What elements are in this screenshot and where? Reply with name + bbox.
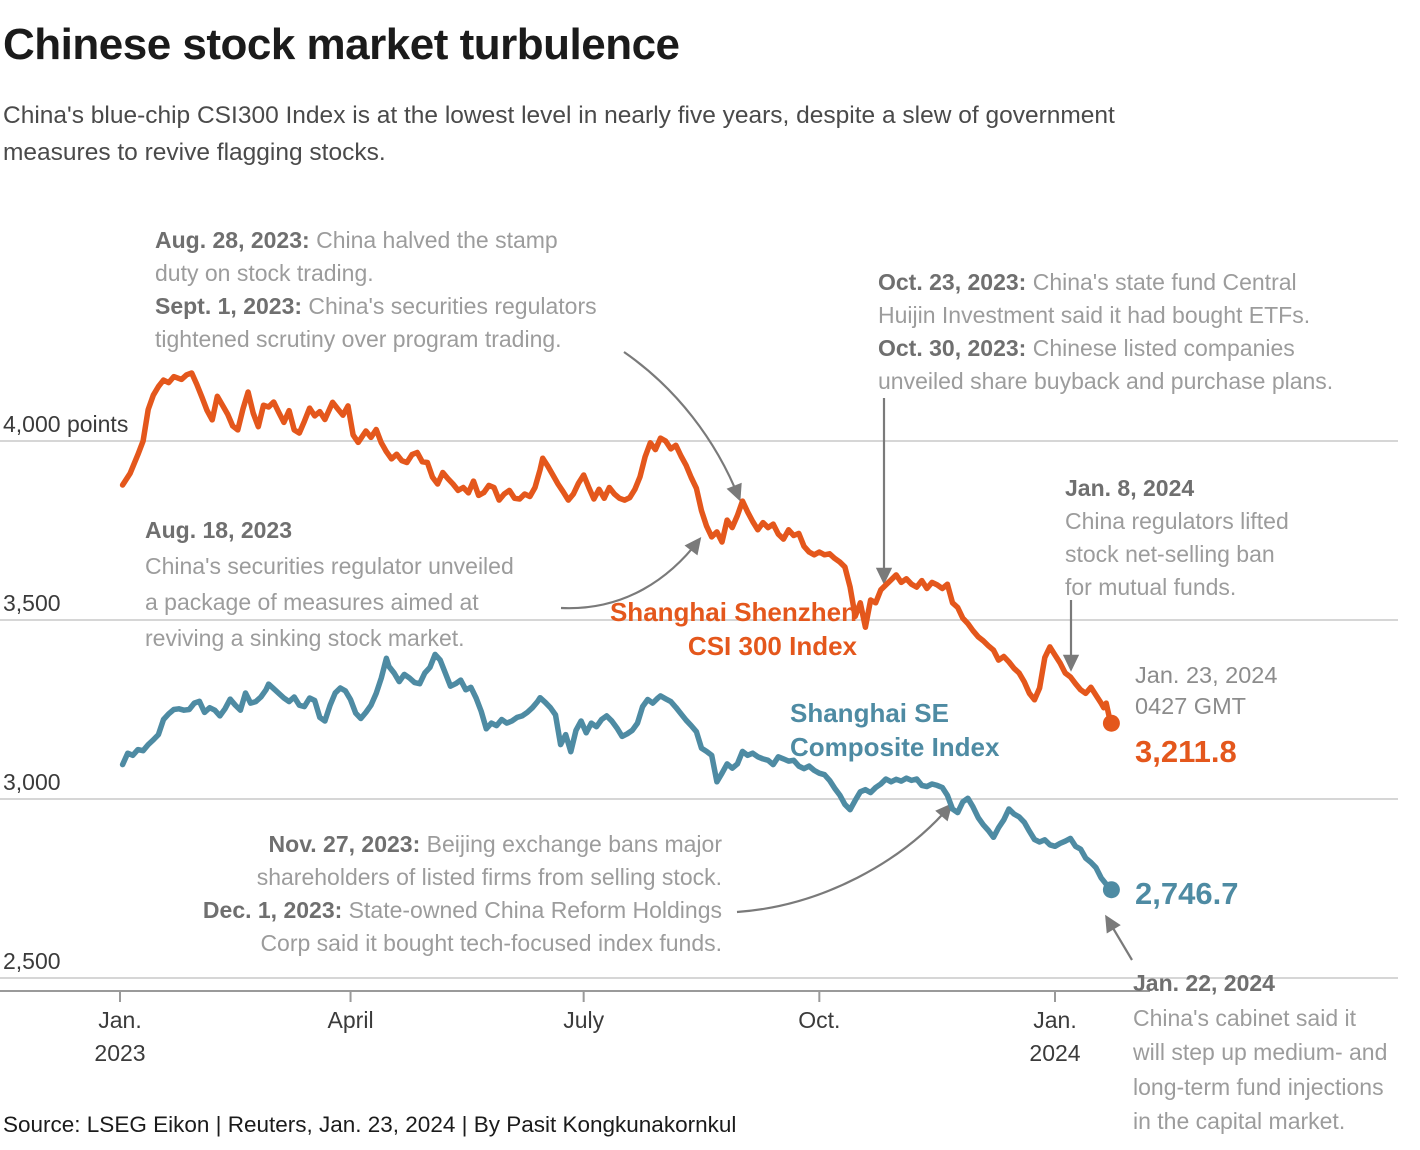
annotation-date: Aug. 18, 2023	[145, 517, 293, 543]
annotation-line: will step up medium- and	[1133, 1039, 1388, 1065]
annotation-aug28-sept1: Aug. 28, 2023: China halved the stamp du…	[155, 224, 597, 356]
series-label-sse: Shanghai SE Composite Index	[790, 696, 999, 764]
annotation-line: a package of measures aimed at	[145, 589, 479, 615]
y-axis-label: 3,000	[3, 769, 61, 795]
annotation-aug18: Aug. 18, 2023 China's securities regulat…	[145, 512, 514, 656]
annotation-line: reviving a sinking stock market.	[145, 625, 465, 651]
annotation-line: for mutual funds.	[1065, 574, 1237, 600]
annotation-date: Nov. 27, 2023:	[268, 831, 421, 857]
y-axis-label: 2,500	[3, 948, 61, 974]
annotation-date: Dec. 1, 2023:	[202, 897, 343, 923]
annotation-line: Oct. 30, 2023: Chinese listed companies	[878, 332, 1333, 365]
annotation-text: Chinese listed companies	[1026, 335, 1295, 361]
annotation-line: in the capital market.	[1133, 1108, 1346, 1134]
series-label-line: Shanghai SE	[790, 698, 949, 728]
annotation-date: Oct. 30, 2023:	[878, 335, 1027, 361]
annotation-jan22: Jan. 22, 2024 China's cabinet said it wi…	[1133, 966, 1387, 1139]
timestamp-date: Jan. 23, 2024	[1135, 662, 1278, 688]
annotation-line: Dec. 1, 2023: State-owned China Reform H…	[142, 894, 722, 927]
annotation-date: Oct. 23, 2023:	[878, 269, 1027, 295]
series-label-line: Shanghai Shenzhen	[609, 597, 857, 627]
annotation-line: tightened scrutiny over program trading.	[155, 326, 562, 352]
x-axis-label: July	[563, 1007, 605, 1033]
annotation-line: shareholders of listed firms from sellin…	[256, 864, 722, 890]
annotation-line: long-term fund injections	[1133, 1073, 1384, 1100]
annotation-oct23-oct30: Oct. 23, 2023: China's state fund Centra…	[878, 266, 1333, 398]
annotation-line: Oct. 23, 2023: China's state fund Centra…	[878, 266, 1333, 299]
annotation-text: China halved the stamp	[309, 227, 558, 253]
annotation-line: Sept. 1, 2023: China's securities regula…	[155, 290, 597, 323]
x-axis-label: April	[327, 1007, 374, 1033]
annotation-line: Nov. 27, 2023: Beijing exchange bans maj…	[142, 828, 722, 861]
annotation-arrows	[560, 351, 1133, 961]
series-label-line: Composite Index	[790, 732, 1000, 762]
timestamp-label: Jan. 23, 2024 0427 GMT	[1135, 660, 1277, 722]
annotation-jan8: Jan. 8, 2024 China regulators lifted sto…	[1065, 472, 1289, 604]
annotation-line: China's cabinet said it	[1133, 1004, 1357, 1031]
annotation-nov27-dec1: Nov. 27, 2023: Beijing exchange bans maj…	[142, 828, 722, 960]
annotation-text: State-owned China Reform Holdings	[342, 897, 722, 923]
annotation-line: Aug. 28, 2023: China halved the stamp	[155, 224, 597, 257]
annotation-line: duty on stock trading.	[155, 260, 374, 286]
annotation-line: Corp said it bought tech-focused index f…	[260, 930, 722, 956]
annotation-line: China regulators lifted	[1065, 508, 1289, 534]
x-axis-label: Jan.	[1033, 1007, 1077, 1033]
page-title: Chinese stock market turbulence	[3, 20, 680, 69]
annotation-date: Jan. 22, 2024	[1133, 970, 1275, 996]
y-axis-label: 4,000 points	[3, 411, 129, 437]
annotation-text: China's securities regulators	[302, 293, 597, 319]
annotation-text: Beijing exchange bans major	[420, 831, 722, 857]
sse-end-value: 2,746.7	[1135, 876, 1239, 911]
source-credit: Source: LSEG Eikon | Reuters, Jan. 23, 2…	[3, 1112, 737, 1137]
x-axis-label: Jan.	[98, 1007, 142, 1033]
series-label-csi300: Shanghai Shenzhen CSI 300 Index	[527, 595, 857, 663]
sse-endpoint-dot	[1102, 881, 1120, 899]
annotation-date: Jan. 8, 2024	[1065, 475, 1195, 501]
series-label-line: CSI 300 Index	[687, 631, 857, 661]
annotation-line: China's securities regulator unveiled	[145, 553, 514, 579]
arrow-to-nov-dec-rally	[736, 803, 953, 914]
csi300-line	[119, 370, 1115, 726]
timestamp-time: 0427 GMT	[1135, 693, 1247, 719]
x-axis-year-label: 2023	[94, 1040, 146, 1066]
arrow-to-sse-endpoint	[1105, 914, 1133, 961]
csi300-endpoint-dot	[1102, 714, 1120, 732]
x-axis-label: Oct.	[798, 1007, 841, 1033]
y-axis-label: 3,500	[3, 590, 61, 616]
arrow-to-aug18-point	[560, 537, 702, 610]
x-axis-year-label: 2024	[1029, 1040, 1081, 1066]
annotation-line: unveiled share buyback and purchase plan…	[878, 368, 1334, 394]
annotation-line: stock net-selling ban	[1065, 541, 1275, 567]
annotation-date: Sept. 1, 2023:	[155, 293, 303, 319]
annotation-date: Aug. 28, 2023:	[155, 227, 310, 253]
annotation-text: China's state fund Central	[1026, 269, 1297, 295]
csi300-end-value: 3,211.8	[1135, 734, 1237, 769]
chart-subtitle-line2: measures to revive flagging stocks.	[3, 139, 386, 166]
annotation-line: Huijin Investment said it had bought ETF…	[878, 302, 1311, 328]
chart-subtitle-line1: China's blue-chip CSI300 Index is at the…	[3, 102, 1115, 129]
arrow-to-aug28-spike	[623, 351, 742, 502]
sse-line	[119, 651, 1115, 893]
